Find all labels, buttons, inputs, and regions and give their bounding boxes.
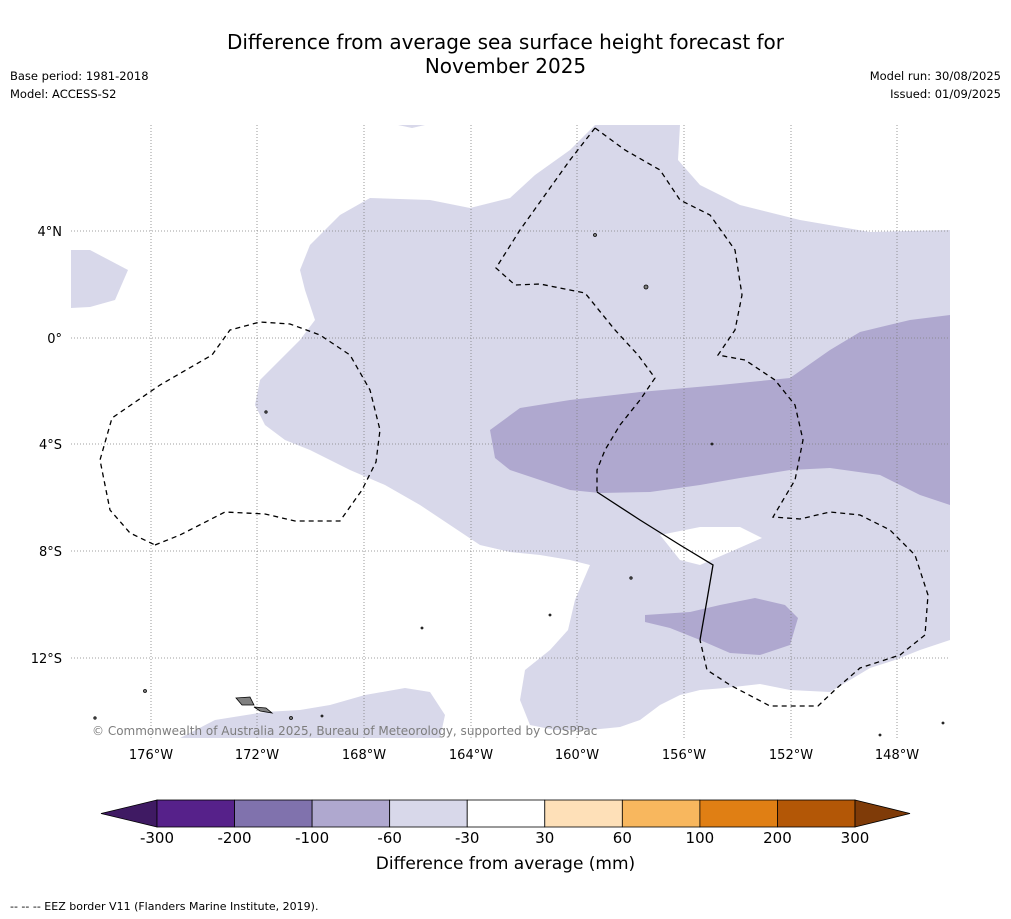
anomaly-region-light-south [180, 688, 445, 738]
gridlines [71, 125, 950, 738]
map-area: 4°N 0° 4°S 8°S 12°S 176°W 172°W 168°W 16… [31, 125, 950, 763]
lat-label: 4°N [38, 225, 63, 240]
island-dot [420, 626, 424, 630]
lat-label: 0° [47, 332, 62, 347]
eez-border-north [495, 127, 656, 492]
lon-label: 168°W [342, 748, 386, 763]
eez-border-solid [596, 491, 714, 641]
island-samoa-large [235, 696, 255, 706]
copyright-notice: © Commonwealth of Australia 2025, Bureau… [92, 724, 598, 738]
lat-label: 4°S [39, 438, 62, 453]
base-period: Base period: 1981-2018 [10, 69, 149, 83]
map-title: Difference from average sea surface heig… [0, 30, 1011, 78]
lat-label: 8°S [39, 545, 62, 560]
title-line-1: Difference from average sea surface heig… [226, 30, 785, 54]
eez-border-central [594, 127, 929, 707]
meta-right: Model run: 30/08/2025 Issued: 01/09/2025 [870, 67, 1001, 103]
island-dot [941, 721, 945, 725]
island-dot [878, 733, 882, 737]
colorbar-segment [621, 799, 701, 828]
colorbar-segment [466, 799, 546, 828]
island-dot [93, 716, 97, 720]
colorbar-tick-label: 100 [685, 829, 715, 847]
anomaly-region-light-north [398, 125, 425, 128]
meta-left: Base period: 1981-2018 Model: ACCESS-S2 [10, 67, 149, 103]
colorbar-segment [389, 799, 468, 828]
lon-label: 172°W [235, 748, 279, 763]
island-dot [643, 284, 649, 290]
footer-note: -- -- -- EEZ border V11 (Flanders Marine… [10, 900, 319, 913]
model-name: Model: ACCESS-S2 [10, 87, 117, 101]
lon-label: 176°W [129, 748, 173, 763]
colorbar-tick-label: 30 [535, 829, 555, 847]
eez-border-west [99, 321, 381, 546]
colorbar-tick-label: 300 [840, 829, 870, 847]
colorbar-segment [699, 799, 778, 828]
colorbar-segment [311, 799, 391, 828]
colorbar-tick-label: -30 [454, 829, 480, 847]
issued-date: Issued: 01/09/2025 [890, 87, 1001, 101]
lat-label: 12°S [31, 652, 62, 667]
colorbar-arrow-left [100, 799, 158, 828]
colorbar-segment [156, 799, 235, 828]
anomaly-region-light-west [71, 250, 128, 308]
lon-label: 148°W [875, 748, 919, 763]
colorbar-label: Difference from average (mm) [375, 854, 636, 874]
colorbar-tick-label: -300 [139, 829, 175, 847]
lon-label: 164°W [449, 748, 493, 763]
island-dot [143, 689, 147, 693]
lon-label: 156°W [662, 748, 706, 763]
latitude-labels: 4°N 0° 4°S 8°S 12°S [31, 225, 62, 667]
island-dot [264, 410, 268, 414]
island-dot [289, 716, 293, 720]
anomaly-region-mid [490, 315, 950, 505]
title-line-2: November 2025 [424, 54, 587, 78]
colorbar [100, 799, 911, 828]
colorbar-tick-label: -60 [377, 829, 402, 847]
longitude-labels: 176°W 172°W 168°W 164°W 160°W 156°W 152°… [129, 748, 919, 763]
model-run: Model run: 30/08/2025 [869, 69, 1001, 83]
colorbar-tick-label: 200 [763, 829, 792, 847]
islands [93, 233, 945, 737]
anomaly-region-mid-south [645, 598, 798, 655]
colorbar-tick-label: -100 [295, 829, 330, 847]
island-dot [548, 613, 552, 617]
lon-label: 160°W [555, 748, 599, 763]
anomaly-gap [660, 527, 762, 565]
colorbar-tick-label: -200 [217, 829, 252, 847]
colorbar-tick-label: 60 [612, 829, 632, 847]
colorbar-segment [544, 799, 623, 828]
lon-label: 152°W [769, 748, 813, 763]
island-dot [593, 233, 597, 237]
island-samoa-small [253, 706, 274, 714]
colorbar-segment [777, 799, 856, 828]
colorbar-segment [234, 799, 313, 828]
island-dot [710, 442, 714, 446]
island-dot [629, 576, 633, 580]
colorbar-arrow-right [854, 799, 911, 828]
eez-borders [99, 127, 929, 707]
island-dot [320, 714, 324, 718]
